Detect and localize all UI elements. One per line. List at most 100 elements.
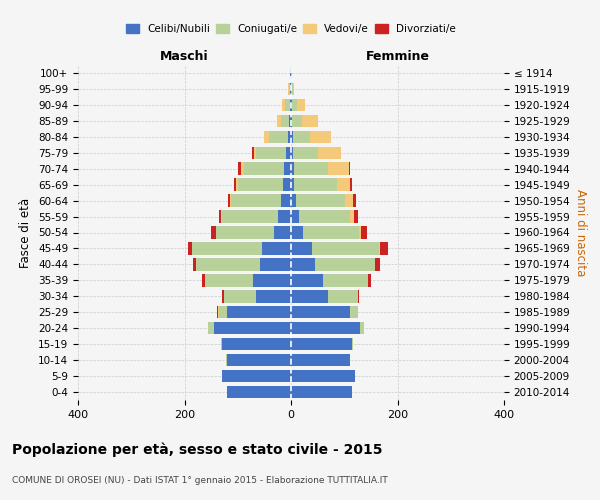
Bar — [256, 290, 291, 302]
Bar — [283, 98, 285, 111]
Bar — [224, 290, 256, 302]
Bar — [289, 114, 291, 127]
Bar — [260, 258, 291, 270]
Bar — [349, 162, 350, 175]
Bar — [297, 98, 305, 111]
Bar — [337, 178, 350, 191]
Bar — [290, 98, 291, 111]
Text: COMUNE DI OROSEI (NU) - Dati ISTAT 1° gennaio 2015 - Elaborazione TUTTITALIA.IT: COMUNE DI OROSEI (NU) - Dati ISTAT 1° ge… — [12, 476, 388, 485]
Bar — [291, 290, 328, 302]
Bar — [222, 210, 278, 223]
Bar — [234, 178, 236, 191]
Bar — [277, 114, 281, 127]
Bar — [350, 210, 354, 223]
Bar — [291, 386, 352, 398]
Bar — [292, 98, 297, 111]
Bar — [328, 290, 358, 302]
Bar — [294, 178, 337, 191]
Bar — [291, 258, 315, 270]
Bar — [354, 210, 358, 223]
Bar — [269, 130, 289, 143]
Bar — [274, 226, 291, 238]
Bar — [291, 226, 303, 238]
Bar — [188, 242, 193, 254]
Bar — [219, 306, 227, 318]
Bar — [293, 146, 318, 159]
Bar — [196, 258, 260, 270]
Bar — [227, 354, 291, 366]
Bar — [310, 130, 331, 143]
Bar — [352, 338, 353, 350]
Bar — [221, 338, 222, 350]
Bar — [350, 178, 352, 191]
Bar — [252, 146, 254, 159]
Bar — [291, 274, 323, 286]
Bar — [368, 274, 371, 286]
Text: Maschi: Maschi — [160, 50, 209, 62]
Bar — [291, 162, 293, 175]
Bar — [236, 178, 238, 191]
Bar — [256, 146, 286, 159]
Bar — [359, 226, 361, 238]
Bar — [291, 354, 350, 366]
Bar — [361, 226, 367, 238]
Bar — [291, 306, 350, 318]
Bar — [302, 114, 317, 127]
Bar — [291, 370, 355, 382]
Bar — [193, 258, 196, 270]
Bar — [262, 242, 291, 254]
Bar — [281, 194, 291, 207]
Bar — [353, 194, 356, 207]
Bar — [358, 290, 359, 302]
Bar — [375, 258, 380, 270]
Bar — [293, 162, 328, 175]
Bar — [291, 242, 313, 254]
Bar — [303, 226, 359, 238]
Bar — [323, 274, 368, 286]
Legend: Celibi/Nubili, Coniugati/e, Vedovi/e, Divorziati/e: Celibi/Nubili, Coniugati/e, Vedovi/e, Di… — [122, 20, 460, 38]
Bar — [231, 194, 281, 207]
Bar — [289, 130, 291, 143]
Bar — [278, 210, 291, 223]
Bar — [291, 194, 296, 207]
Bar — [222, 370, 291, 382]
Bar — [313, 242, 379, 254]
Bar — [299, 210, 350, 223]
Bar — [291, 322, 360, 334]
Bar — [350, 306, 358, 318]
Bar — [214, 322, 291, 334]
Bar — [292, 114, 302, 127]
Bar — [218, 306, 219, 318]
Bar — [238, 178, 283, 191]
Y-axis label: Fasce di età: Fasce di età — [19, 198, 32, 268]
Text: Popolazione per età, sesso e stato civile - 2015: Popolazione per età, sesso e stato civil… — [12, 442, 383, 457]
Bar — [293, 130, 310, 143]
Bar — [283, 178, 291, 191]
Bar — [291, 338, 352, 350]
Bar — [218, 210, 221, 223]
Bar — [291, 178, 294, 191]
Bar — [318, 146, 341, 159]
Bar — [264, 130, 269, 143]
Bar — [281, 114, 289, 127]
Bar — [226, 354, 227, 366]
Bar — [379, 242, 380, 254]
Bar — [328, 162, 349, 175]
Bar — [244, 162, 284, 175]
Bar — [227, 194, 230, 207]
Bar — [217, 306, 218, 318]
Bar — [315, 258, 374, 270]
Bar — [193, 242, 262, 254]
Bar — [380, 242, 388, 254]
Bar — [346, 194, 353, 207]
Bar — [291, 130, 293, 143]
Y-axis label: Anni di nascita: Anni di nascita — [574, 189, 587, 276]
Bar — [285, 98, 290, 111]
Bar — [254, 146, 256, 159]
Bar — [289, 82, 290, 95]
Bar — [360, 322, 364, 334]
Bar — [291, 114, 292, 127]
Bar — [217, 226, 274, 238]
Bar — [223, 290, 224, 302]
Bar — [291, 210, 299, 223]
